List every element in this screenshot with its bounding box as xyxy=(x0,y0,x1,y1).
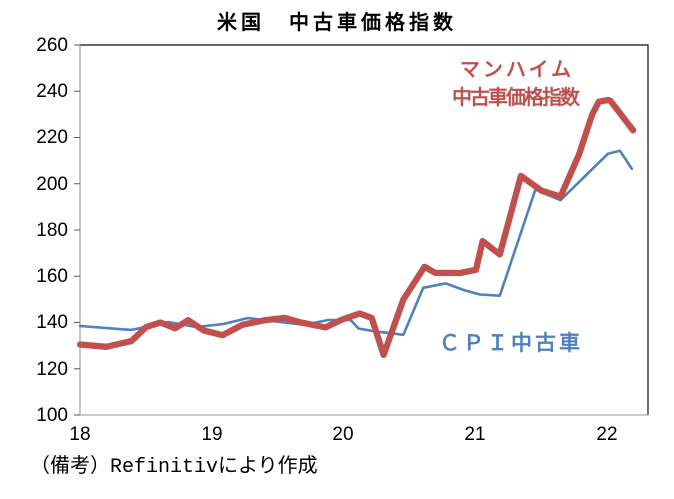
svg-text:200: 200 xyxy=(36,174,68,195)
svg-text:140: 140 xyxy=(36,312,68,333)
svg-text:20: 20 xyxy=(332,424,353,445)
svg-text:160: 160 xyxy=(36,266,68,287)
svg-text:180: 180 xyxy=(36,220,68,241)
svg-text:中古車価格指数: 中古車価格指数 xyxy=(452,85,581,109)
svg-text:22: 22 xyxy=(596,424,617,445)
svg-text:19: 19 xyxy=(201,424,222,445)
svg-text:マンハイム: マンハイム xyxy=(460,59,574,81)
svg-text:220: 220 xyxy=(36,127,68,148)
svg-text:21: 21 xyxy=(464,424,485,445)
svg-text:100: 100 xyxy=(36,405,68,426)
svg-text:18: 18 xyxy=(69,424,90,445)
svg-text:ＣＰＩ中古車: ＣＰＩ中古車 xyxy=(439,332,583,355)
svg-text:120: 120 xyxy=(36,359,68,380)
svg-text:260: 260 xyxy=(36,35,68,56)
svg-text:240: 240 xyxy=(36,81,68,102)
